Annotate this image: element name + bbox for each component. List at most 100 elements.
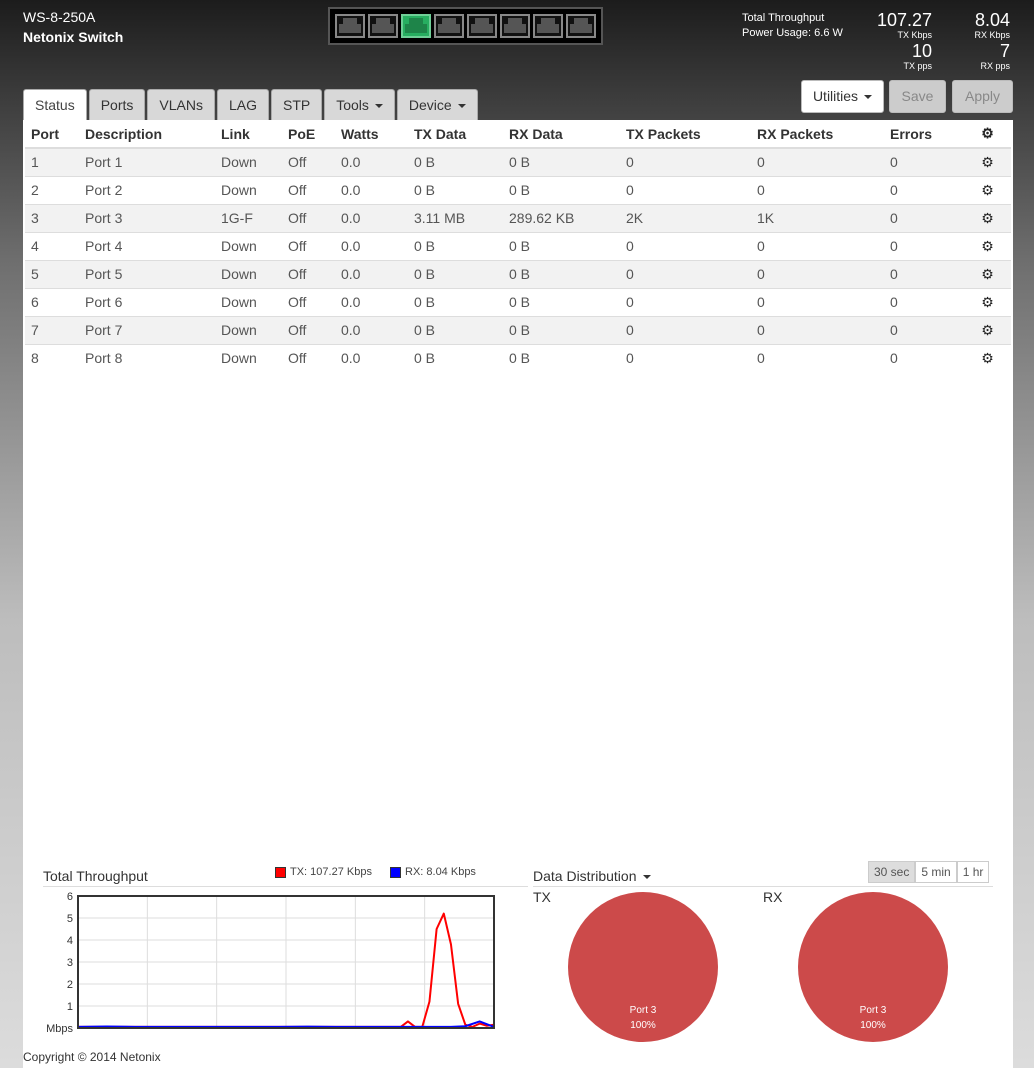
port-7-status-icon[interactable]	[533, 14, 563, 38]
tab-status[interactable]: Status	[23, 89, 87, 120]
switch-model: WS-8-250A	[23, 9, 96, 25]
table-cell: 0 B	[503, 343, 620, 372]
port-settings-gear-icon[interactable]: ⚙	[964, 231, 1011, 260]
tx-legend-label: TX: 107.27 Kbps	[290, 866, 372, 878]
rx-slice-pct: 100%	[860, 1020, 886, 1031]
save-button[interactable]: Save	[889, 80, 946, 113]
range-5min-button[interactable]: 5 min	[915, 861, 957, 883]
table-cell: 0	[884, 315, 964, 344]
table-cell: 0 B	[503, 315, 620, 344]
main-tabs: Status Ports VLANs LAG STP Tools Device	[23, 89, 478, 120]
port-5-status-icon[interactable]	[467, 14, 497, 38]
table-cell: 0	[620, 231, 751, 260]
port-1-status-icon[interactable]	[335, 14, 365, 38]
tab-ports[interactable]: Ports	[88, 89, 146, 120]
table-cell: 0 B	[408, 315, 503, 344]
table-cell: 2K	[620, 203, 751, 232]
table-cell: 1K	[751, 203, 884, 232]
table-cell: Port 8	[79, 343, 215, 372]
port-settings-gear-icon[interactable]: ⚙	[964, 259, 1011, 288]
port-settings-gear-icon[interactable]: ⚙	[964, 175, 1011, 204]
y-tick-label: 2	[67, 979, 73, 991]
switch-name: Netonix Switch	[23, 29, 124, 45]
tx-pie-slice-port3[interactable]	[568, 892, 718, 1042]
rx-pie-label: RX	[763, 889, 783, 905]
table-cell: 7	[25, 315, 79, 344]
table-cell: 0	[620, 343, 751, 372]
tab-vlans[interactable]: VLANs	[147, 89, 215, 120]
caret-down-icon	[864, 95, 873, 100]
data-distribution-dropdown[interactable]: Data Distribution	[533, 868, 651, 884]
y-tick-label: 5	[67, 913, 73, 925]
utilities-button[interactable]: Utilities	[801, 80, 884, 113]
port-settings-gear-icon[interactable]: ⚙	[964, 287, 1011, 316]
table-cell: Down	[215, 287, 282, 316]
table-cell: 0.0	[335, 259, 408, 288]
total-throughput-label: Total Throughput	[742, 12, 825, 24]
table-cell: 4	[25, 231, 79, 260]
table-cell: Port 1	[79, 147, 215, 176]
table-cell: 0	[884, 343, 964, 372]
port-settings-gear-icon[interactable]: ⚙	[964, 203, 1011, 232]
divider	[43, 886, 528, 887]
table-cell: 5	[25, 259, 79, 288]
table-cell: 0	[884, 231, 964, 260]
table-cell: 8	[25, 343, 79, 372]
table-cell: Off	[282, 259, 335, 288]
table-row[interactable]: 3 Port 3 1G-F Off 0.0 3.11 MB 289.62 KB 2K 1K 0 ⚙	[25, 203, 1011, 232]
tx-legend: TX: 107.27 Kbps	[275, 866, 372, 878]
table-cell: 0	[751, 175, 884, 204]
rx-slice-label: Port 3	[860, 1005, 887, 1016]
apply-button[interactable]: Apply	[952, 80, 1013, 113]
power-usage: Power Usage: 6.6 W	[742, 27, 843, 39]
table-cell: 0	[620, 175, 751, 204]
rx-pie-slice-port3[interactable]	[798, 892, 948, 1042]
caret-down-icon	[642, 875, 651, 880]
table-settings-gear-icon[interactable]: ⚙	[964, 120, 1011, 149]
tx-pps-value: 10	[911, 41, 932, 61]
table-cell: Off	[282, 203, 335, 232]
port-4-status-icon[interactable]	[434, 14, 464, 38]
tab-device[interactable]: Device	[396, 89, 478, 120]
tab-tools[interactable]: Tools	[324, 89, 395, 120]
port-6-status-icon[interactable]	[500, 14, 530, 38]
port-8-status-icon[interactable]	[566, 14, 596, 38]
table-cell: 2	[25, 175, 79, 204]
col-tx-packets: TX Packets	[620, 120, 751, 149]
col-rx-packets: RX Packets	[751, 120, 884, 149]
y-tick-label: 4	[67, 935, 73, 947]
table-cell: 0	[751, 343, 884, 372]
table-cell: Port 7	[79, 315, 215, 344]
port-status-panel	[328, 7, 603, 45]
table-cell: 0 B	[408, 259, 503, 288]
port-settings-gear-icon[interactable]: ⚙	[964, 315, 1011, 344]
table-cell: 0.0	[335, 175, 408, 204]
tx-slice-pct: 100%	[630, 1020, 656, 1031]
table-cell: 0.0	[335, 315, 408, 344]
rx-legend-label: RX: 8.04 Kbps	[405, 866, 476, 878]
port-settings-gear-icon[interactable]: ⚙	[964, 147, 1011, 176]
table-cell: Port 6	[79, 287, 215, 316]
port-2-status-icon[interactable]	[368, 14, 398, 38]
table-cell: 0	[751, 287, 884, 316]
tab-stp[interactable]: STP	[270, 89, 323, 120]
table-cell: 3.11 MB	[408, 203, 503, 232]
port-settings-gear-icon[interactable]: ⚙	[964, 343, 1011, 372]
rx-legend: RX: 8.04 Kbps	[390, 866, 476, 878]
tx-kbps-unit: TX Kbps	[897, 30, 932, 40]
throughput-chart-title: Total Throughput	[43, 868, 148, 884]
tab-lag[interactable]: LAG	[216, 89, 269, 120]
range-30sec-button[interactable]: 30 sec	[868, 861, 916, 883]
table-cell: Down	[215, 315, 282, 344]
range-1hr-button[interactable]: 1 hr	[956, 861, 990, 883]
port-3-status-icon[interactable]	[401, 14, 431, 38]
table-cell: 0	[751, 259, 884, 288]
